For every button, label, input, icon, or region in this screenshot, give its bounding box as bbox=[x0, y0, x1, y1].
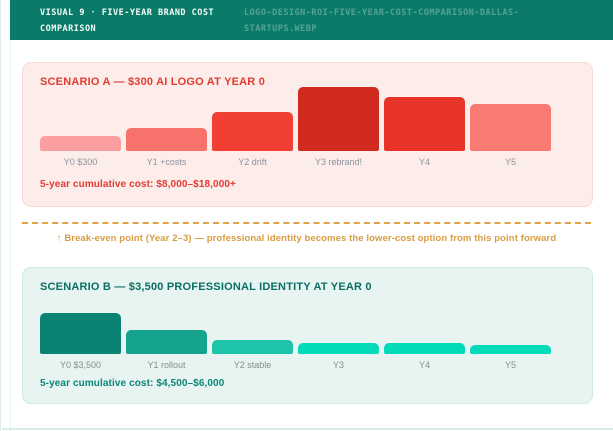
card-left-border bbox=[10, 40, 11, 431]
bar-column: Y3 rebrand! bbox=[298, 87, 379, 168]
bar-column: Y1 rollout bbox=[126, 313, 207, 371]
bar bbox=[126, 128, 207, 151]
bar-label: Y5 bbox=[504, 157, 516, 167]
bar bbox=[470, 345, 551, 354]
bar bbox=[40, 136, 121, 151]
bar-column: Y0 $300 bbox=[40, 87, 121, 168]
bar bbox=[40, 313, 121, 354]
bar-label: Y2 stable bbox=[233, 360, 272, 370]
bar bbox=[298, 343, 379, 354]
bar bbox=[384, 97, 465, 151]
scenario-b-title: SCENARIO B — $3,500 PROFESSIONAL IDENTIT… bbox=[40, 281, 372, 293]
bar-label: Y3 rebrand! bbox=[314, 157, 363, 167]
break-even-note: ↑ Break-even point (Year 2–3) — professi… bbox=[56, 233, 557, 244]
bar-column: Y2 stable bbox=[212, 313, 293, 371]
bar-label: Y3 bbox=[332, 360, 344, 370]
figure-title: VISUAL 9 · FIVE-YEAR BRAND COST COMPARIS… bbox=[40, 8, 215, 34]
bar bbox=[384, 343, 465, 354]
break-even-dashed-divider bbox=[22, 222, 591, 224]
scenario-a-panel: SCENARIO A — $300 AI LOGO AT YEAR 0 Y0 $… bbox=[22, 62, 593, 207]
bar-label: Y1 +costs bbox=[146, 157, 187, 167]
scenario-a-bar-chart: Y0 $300 Y1 +costs Y2 drift Y3 rebrand! Y4 Y5 bbox=[40, 87, 551, 168]
bar-column: Y1 +costs bbox=[126, 87, 207, 168]
scenario-b-bar-chart: Y0 $3,500 Y1 rollout Y2 stable Y3 Y4 Y5 bbox=[40, 313, 551, 371]
bar-label: Y4 bbox=[418, 360, 430, 370]
bar bbox=[298, 87, 379, 151]
bar-column: Y0 $3,500 bbox=[40, 313, 121, 371]
bar bbox=[126, 330, 207, 354]
bar-column: Y5 bbox=[470, 87, 551, 168]
scenario-a-title: SCENARIO A — $300 AI LOGO AT YEAR 0 bbox=[40, 76, 266, 88]
bar-column: Y3 bbox=[298, 313, 379, 371]
bar-label: Y5 bbox=[504, 360, 516, 370]
bar-column: Y2 drift bbox=[212, 87, 293, 168]
figure-filename: LOGO-DESIGN-ROI-FIVE-YEAR-COST-COMPARISO… bbox=[244, 8, 520, 34]
figure-caption-bar: VISUAL 9 · FIVE-YEAR BRAND COST COMPARIS… bbox=[10, 0, 613, 40]
bar bbox=[212, 340, 293, 354]
bar-label: Y4 bbox=[418, 157, 430, 167]
scenario-b-cumulative-cost: 5-year cumulative cost: $4,500–$6,000 bbox=[40, 378, 225, 389]
bar-label: Y1 rollout bbox=[147, 360, 186, 370]
bar-column: Y4 bbox=[384, 313, 465, 371]
scenario-b-panel: SCENARIO B — $3,500 PROFESSIONAL IDENTIT… bbox=[22, 267, 593, 404]
bar bbox=[212, 112, 293, 151]
bar-column: Y4 bbox=[384, 87, 465, 168]
page-left-border bbox=[0, 0, 1, 431]
bar-label: Y0 $300 bbox=[63, 157, 98, 167]
bar-label: Y2 drift bbox=[238, 157, 267, 167]
bar bbox=[470, 104, 551, 151]
bar-column: Y5 bbox=[470, 313, 551, 371]
next-section-top-border bbox=[2, 428, 613, 430]
scenario-a-cumulative-cost: 5-year cumulative cost: $8,000–$18,000+ bbox=[40, 179, 236, 190]
bar-label: Y0 $3,500 bbox=[59, 360, 102, 370]
